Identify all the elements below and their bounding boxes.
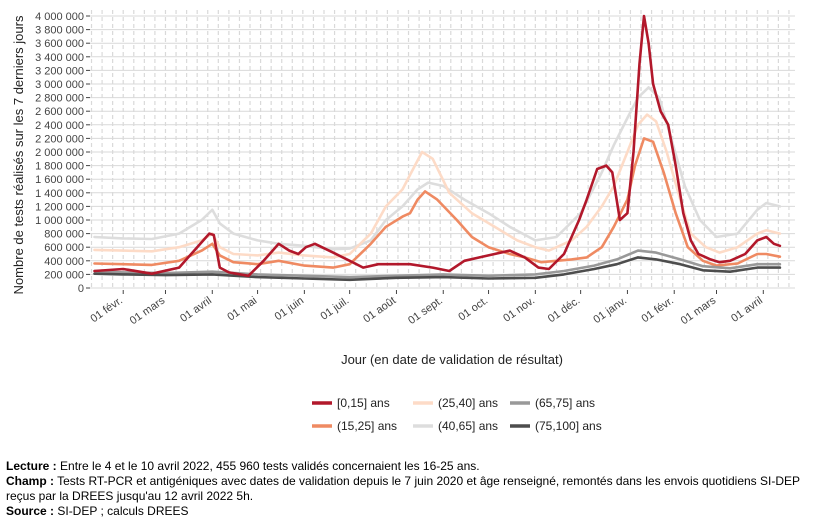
x-tick-label-6: 01 août [361,295,398,326]
note-lecture: Lecture : Entre le 4 et le 10 avril 2022… [6,459,818,474]
note-champ-text: Tests RT-PCR et antigéniques avec dates … [6,474,800,503]
x-tick-label-3: 01 mai [225,295,259,324]
y-tick-label-12: 2 400 000 [35,120,84,132]
series-lines [93,14,782,282]
x-axis: 01 févr. 01 mars 01 avril 01 mai 01 juin 01 j… [88,290,765,327]
series-line-0 [93,14,782,278]
x-tick-label-7: 01 sept. [406,295,445,327]
y-tick-label-13: 2 600 000 [35,106,84,118]
series-line-5 [93,256,782,282]
y-tick-label-4: 800 000 [44,229,84,241]
y-tick-label-0: 0 [78,283,84,295]
note-source-text: SI-DEP ; calculs DREES [54,504,189,518]
y-tick-label-14: 2 800 000 [35,93,84,105]
x-tick-label-4: 01 juin [273,295,306,323]
y-tick-label-20: 4 000 000 [35,11,84,23]
y-tick-label-7: 1 400 000 [35,188,84,200]
note-lecture-text: Entre le 4 et le 10 avril 2022, 455 960 … [56,459,480,473]
note-lecture-label: Lecture : [6,459,57,473]
legend-label-3: (40,65] ans [438,419,498,433]
y-tick-label-6: 1 200 000 [35,201,84,213]
y-tick-label-11: 2 200 000 [35,133,84,145]
x-tick-label-10: 01 déc. [546,295,582,326]
x-tick-label-12: 01 févr. [640,295,676,326]
x-tick-label-14: 01 avril [729,295,765,325]
series-line-3 [93,86,782,251]
legend-label-2: (25,40] ans [438,396,498,410]
x-tick-label-13: 01 mars [679,294,719,327]
y-tick-label-18: 3 600 000 [35,38,84,50]
note-champ-label: Champ : [6,474,54,488]
x-tick-label-2: 01 avril [178,295,214,325]
y-tick-label-16: 3 200 000 [35,65,84,77]
legend: [0,15] ans (15,25] ans (25,40] ans (40,65] … [312,396,602,433]
y-tick-label-2: 400 000 [44,256,84,268]
legend-label-1: (15,25] ans [337,419,397,433]
x-tick-label-1: 01 mars [128,294,168,327]
y-axis-title: Nombre de tests réalisés sur les 7 derni… [11,15,26,294]
note-source-label: Source : [6,504,55,518]
y-tick-label-1: 200 000 [44,269,84,281]
x-tick-label-5: 01 juil. [318,295,351,323]
x-axis-title: Jour (en date de validation de résultat) [341,352,563,367]
legend-label-5: (75,100] ans [535,419,602,433]
x-tick-label-0: 01 févr. [88,295,124,326]
y-tick-label-3: 600 000 [44,242,84,254]
y-tick-label-19: 3 800 000 [35,25,84,37]
chart-notes: Lecture : Entre le 4 et le 10 avril 2022… [6,459,818,519]
x-tick-label-9: 01 nov. [501,295,537,325]
legend-label-4: (65,75] ans [535,396,595,410]
x-tick-label-11: 01 janv. [591,295,629,326]
y-tick-label-10: 2 000 000 [35,147,84,159]
y-tick-label-9: 1 800 000 [35,161,84,173]
series-line-1 [93,137,782,269]
note-source: Source : SI-DEP ; calculs DREES [6,504,818,519]
x-tick-label-8: 01 oct. [456,295,490,324]
y-tick-label-5: 1 000 000 [35,215,84,227]
legend-label-0: [0,15] ans [337,396,390,410]
y-tick-label-8: 1 600 000 [35,174,84,186]
y-tick-label-15: 3 000 000 [35,79,84,91]
note-champ: Champ : Tests RT-PCR et antigéniques ave… [6,474,818,504]
y-tick-label-17: 3 400 000 [35,52,84,64]
